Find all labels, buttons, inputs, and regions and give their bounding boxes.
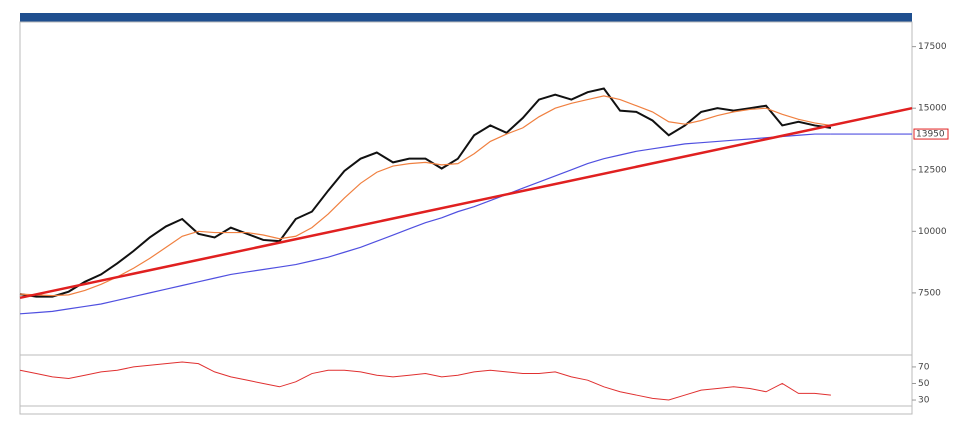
- series-line: [19, 106, 913, 300]
- y-tick-label: 50: [918, 379, 930, 389]
- series-line: [19, 133, 831, 315]
- y-tick-label: 12500: [918, 165, 947, 175]
- header-bar: [20, 13, 912, 22]
- y-tick-label: 15000: [918, 104, 947, 114]
- series-line: [19, 95, 831, 297]
- frame: [19, 21, 913, 415]
- y-tick-label: 7500: [918, 288, 941, 298]
- series-line: [19, 361, 831, 401]
- price-tag: 13950: [916, 130, 945, 140]
- plot: 7500 10000 12500 15000 17500 13950 70 50 30: [19, 42, 949, 406]
- y-tick-label: 70: [918, 362, 930, 372]
- y-tick-label: 30: [918, 396, 930, 406]
- series-line: [19, 87, 832, 298]
- y-tick-label: 17500: [918, 42, 947, 52]
- y-tick-label: 10000: [918, 227, 947, 237]
- price-tag-box: [913, 128, 949, 140]
